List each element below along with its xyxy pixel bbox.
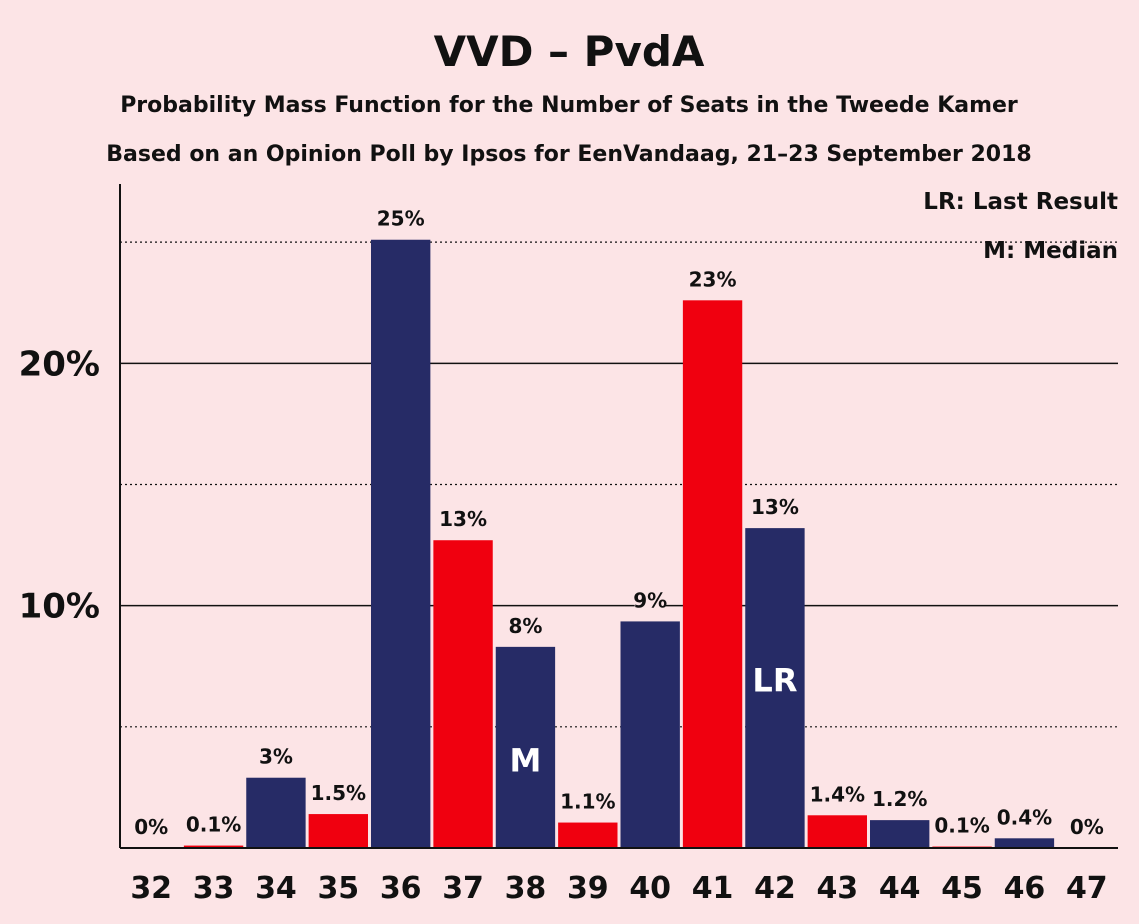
last-result-marker: LR xyxy=(752,661,797,699)
value-label-bg xyxy=(135,816,167,840)
y-axis-ticks: 10% 20% xyxy=(19,344,100,626)
value-label-40: 9% xyxy=(633,588,667,612)
value-label-38: 8% xyxy=(508,614,542,638)
x-tick-label-47: 47 xyxy=(1066,871,1108,906)
bar-group xyxy=(183,239,1055,848)
bar-33 xyxy=(183,845,244,848)
value-label-43: 1.4% xyxy=(810,782,865,806)
value-label-39: 1.1% xyxy=(560,790,615,814)
chart-subtitle: Probability Mass Function for the Number… xyxy=(120,93,1018,118)
value-label-32: 0% xyxy=(134,815,168,839)
value-label-33: 0.1% xyxy=(186,813,241,837)
bar-40 xyxy=(620,621,680,848)
value-label-bg xyxy=(379,207,422,232)
x-tick-label-40: 40 xyxy=(629,871,671,906)
value-label-bg xyxy=(997,806,1052,831)
value-label-bg xyxy=(634,589,666,614)
bar-46 xyxy=(994,838,1055,848)
value-label-bg xyxy=(935,814,990,839)
x-tick-label-35: 35 xyxy=(317,871,359,906)
bar-41 xyxy=(682,300,743,848)
bar-36 xyxy=(371,239,431,848)
value-label-35: 1.5% xyxy=(311,781,366,805)
bar-37 xyxy=(433,540,493,848)
value-label-bg xyxy=(260,745,292,770)
x-tick-label-38: 38 xyxy=(505,871,547,906)
value-label-47: 0% xyxy=(1070,815,1104,839)
bar-35 xyxy=(308,814,368,848)
value-label-bg xyxy=(810,783,865,808)
legend-median: M: Median xyxy=(983,238,1118,264)
chart-title: VVD – PvdA xyxy=(434,27,705,76)
x-tick-label-44: 44 xyxy=(879,871,921,906)
x-tick-label-33: 33 xyxy=(193,871,235,906)
x-tick-label-37: 37 xyxy=(442,871,484,906)
x-tick-label-32: 32 xyxy=(130,871,172,906)
value-label-37: 13% xyxy=(439,507,487,531)
value-label-bg xyxy=(872,788,927,813)
x-tick-label-41: 41 xyxy=(692,871,734,906)
gridlines xyxy=(120,241,1118,728)
value-label-bg xyxy=(186,813,241,838)
bar-34 xyxy=(246,777,306,848)
x-tick-label-45: 45 xyxy=(941,871,983,906)
value-label-bg xyxy=(1071,816,1103,840)
value-label-42: 13% xyxy=(751,495,799,519)
bar-39 xyxy=(558,822,618,848)
value-label-bg xyxy=(509,614,541,639)
y-tick-label: 20% xyxy=(19,344,100,384)
value-label-41: 23% xyxy=(689,267,737,291)
bar-38 xyxy=(495,646,556,848)
x-tick-label-34: 34 xyxy=(255,871,297,906)
value-labels: 0% 0.1% 3% 1.5% 25% 13% 8% 1.1% 9% 23% 13% 1.4% 1.2%… xyxy=(134,207,1104,840)
value-label-bg xyxy=(441,508,485,533)
legend-last-result: LR: Last Result xyxy=(923,189,1118,215)
x-tick-label-46: 46 xyxy=(1004,871,1046,906)
value-label-45: 0.1% xyxy=(934,814,989,838)
x-tick-label-43: 43 xyxy=(816,871,858,906)
bar-43 xyxy=(807,815,867,848)
value-label-bg xyxy=(560,790,615,815)
x-tick-label-42: 42 xyxy=(754,871,796,906)
value-label-46: 0.4% xyxy=(997,805,1052,829)
chart-subtitle-2: Based on an Opinion Poll by Ipsos for Ee… xyxy=(106,142,1031,167)
x-tick-label-39: 39 xyxy=(567,871,609,906)
value-label-bg xyxy=(691,268,734,293)
median-marker: M xyxy=(510,742,542,780)
y-tick-label: 10% xyxy=(19,587,100,627)
value-label-34: 3% xyxy=(259,745,293,769)
x-axis-ticks: 32 33 34 35 36 37 38 39 40 41 42 43 44 45 46 47 xyxy=(130,871,1107,906)
bar-44 xyxy=(870,820,930,848)
x-tick-label-36: 36 xyxy=(380,871,422,906)
value-label-bg xyxy=(753,496,797,521)
bar-42 xyxy=(745,528,805,848)
value-label-bg xyxy=(311,782,366,807)
value-label-44: 1.2% xyxy=(872,787,927,811)
value-label-36: 25% xyxy=(377,207,425,231)
